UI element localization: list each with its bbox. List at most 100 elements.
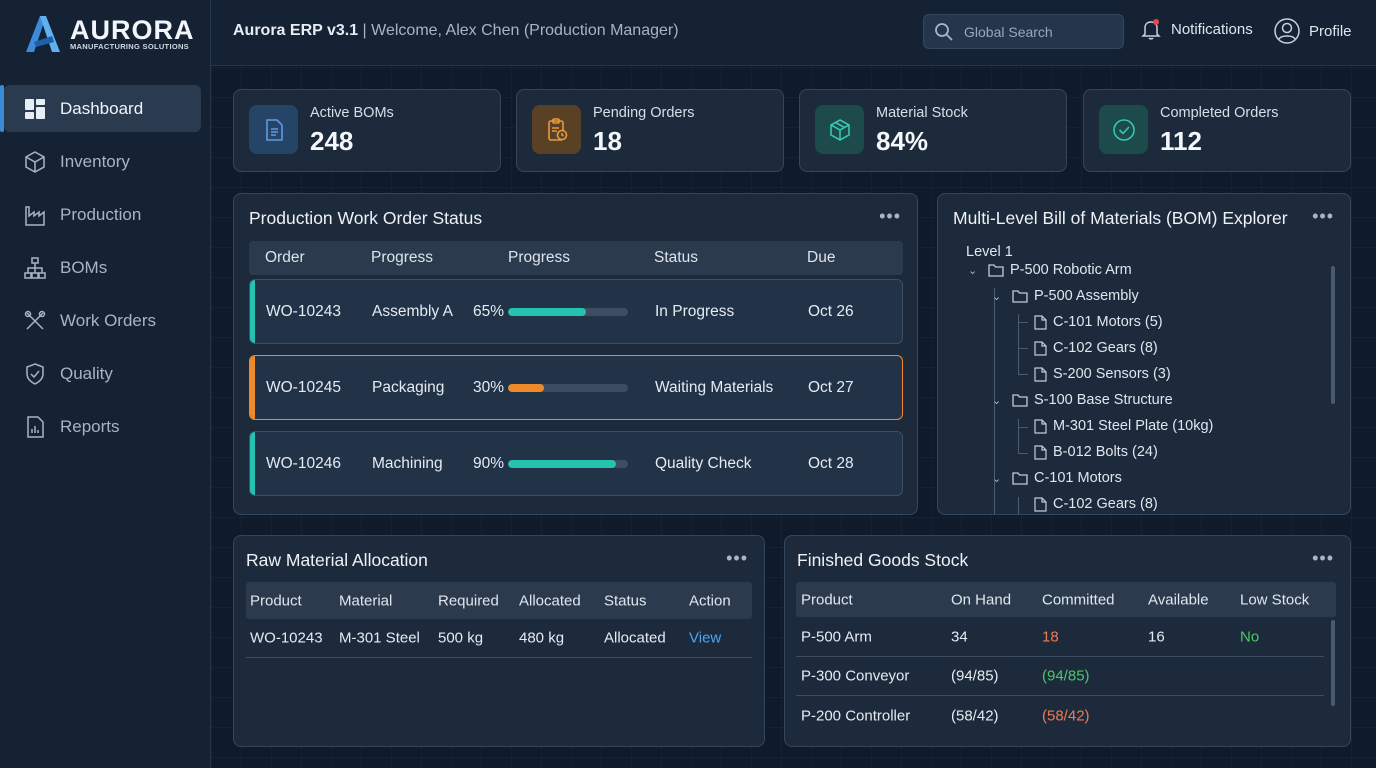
nav-item-quality[interactable]: Quality [4,350,201,397]
order-id: WO-10243 [266,302,341,320]
progress-percent: 65% [473,302,505,320]
tree-node[interactable]: M-301 Steel Plate (10kg) [1034,418,1213,434]
kpi-card-active-boms[interactable]: Active BOMs 248 [233,89,501,172]
nav-item-inventory[interactable]: Inventory [4,138,201,185]
table-row[interactable]: P-500 Arm 34 18 16 No [796,617,1324,657]
global-search[interactable] [923,14,1124,49]
panel-title: Raw Material Allocation [246,550,428,570]
chevron-down-icon[interactable]: ⌄ [968,264,978,277]
tools-icon [24,310,46,330]
app-name: Aurora ERP v3.1 [233,22,359,39]
shield-check-icon [26,362,44,385]
tree-node-label: P-500 Robotic Arm [1010,262,1132,278]
more-menu-icon[interactable]: ••• [1312,548,1334,568]
sidebar-nav: Dashboard Inventory Production BOMs Work… [0,85,211,456]
cell-product: P-300 Conveyor [801,667,910,685]
kpi-card-completed-orders[interactable]: Completed Orders 112 [1083,89,1351,172]
tree-node[interactable]: C-101 Motors (5) [1034,314,1163,330]
table-row[interactable]: P-200 Controller (58/42) (58/42) [796,696,1324,736]
main-content: Active BOMs 248 Pending Orders 18 Materi… [211,67,1376,768]
column-header: Material [339,592,393,609]
column-header: Action [689,592,731,609]
work-order-row[interactable]: WO-10243 Assembly A 65% In Progress Oct … [249,279,903,344]
column-header: Status [604,592,647,609]
cell-committed: 18 [1042,628,1059,645]
cell-committed: (94/85) [1042,667,1090,685]
kpi-label: Completed Orders [1160,105,1279,121]
work-order-row[interactable]: WO-10245 Packaging 30% Waiting Materials… [249,355,903,420]
work-order-row[interactable]: WO-10246 Machining 90% Quality Check Oct… [249,431,903,496]
chevron-down-icon[interactable]: ⌄ [992,290,1002,303]
tree-node-label: C-101 Motors (5) [1053,314,1163,330]
view-link[interactable]: View [689,629,722,647]
panel-title: Multi-Level Bill of Materials (BOM) Expl… [953,208,1288,228]
order-stage: Packaging [372,378,445,396]
tree-node[interactable]: B-012 Bolts (24) [1034,444,1158,460]
scrollbar[interactable] [1331,266,1335,404]
tree-node[interactable]: ⌄ C-101 Motors [992,470,1122,486]
nav-item-dashboard[interactable]: Dashboard [0,85,201,132]
table-row[interactable]: P-300 Conveyor (94/85) (94/85) [796,657,1324,696]
tree-node[interactable]: ⌄ P-500 Assembly [992,288,1139,304]
chevron-down-icon[interactable]: ⌄ [992,472,1002,485]
chevron-down-icon[interactable]: ⌄ [992,394,1002,407]
kpi-value: 112 [1160,126,1202,156]
order-id: WO-10245 [266,378,341,396]
column-header: Required [438,592,499,609]
order-due: Oct 26 [808,302,854,320]
progress-bar-fill [508,459,616,468]
sidebar: AURORA MANUFACTURING SOLUTIONS Dashboard… [0,0,211,768]
cell-product: P-500 Arm [801,628,872,645]
brand-logo[interactable]: AURORA MANUFACTURING SOLUTIONS [22,14,202,54]
tree-node[interactable]: S-200 Sensors (3) [1034,366,1171,382]
nav-item-work-orders[interactable]: Work Orders [4,297,201,344]
work-order-table-header: Order Progress Progress Status Due [249,241,903,275]
tree-node[interactable]: C-102 Gears (8) [1034,496,1158,512]
tree-connector [1018,453,1028,454]
folder-icon [1012,394,1028,407]
tree-connector [1018,427,1028,428]
panel-title: Finished Goods Stock [797,550,969,570]
tree-node-label: M-301 Steel Plate (10kg) [1053,418,1214,434]
progress-percent: 90% [473,454,505,472]
order-due: Oct 28 [808,454,854,472]
scrollbar[interactable] [1331,620,1335,706]
raw-material-table-header: Product Material Required Allocated Stat… [246,582,752,619]
tree-node-label: S-100 Base Structure [1034,392,1173,408]
cell-on-hand: (94/85) [951,667,999,685]
work-order-status-panel: Production Work Order Status ••• Order P… [233,193,918,515]
kpi-card-material-stock[interactable]: Material Stock 84% [799,89,1067,172]
folder-icon [1012,290,1028,303]
tree-connector [1018,497,1019,514]
order-stage: Machining [372,454,443,472]
clipboard-clock-icon [532,105,581,154]
nav-label: BOMs [60,257,108,277]
brand-name: AURORA [70,15,195,45]
panel-title: Production Work Order Status [249,208,483,228]
profile-button[interactable]: Profile [1274,18,1352,44]
column-header: Order [265,249,305,266]
file-icon [1034,314,1047,330]
more-menu-icon[interactable]: ••• [726,548,748,568]
document-icon [249,105,298,154]
search-input[interactable] [964,23,1114,40]
nav-item-boms[interactable]: BOMs [4,244,201,291]
tree-node[interactable]: ⌄ S-100 Base Structure [992,392,1173,408]
column-header: Product [250,592,302,609]
kpi-label: Pending Orders [593,105,695,121]
tree-node[interactable]: ⌄ P-500 Robotic Arm [968,262,1132,278]
tree-node[interactable]: C-102 Gears (8) [1034,340,1158,356]
column-header: Status [654,249,698,266]
kpi-card-pending-orders[interactable]: Pending Orders 18 [516,89,784,172]
bell-icon [1141,19,1161,40]
nav-item-reports[interactable]: Reports [4,403,201,450]
progress-bar [508,383,628,392]
tree-connector [1018,419,1019,454]
more-menu-icon[interactable]: ••• [1312,206,1334,226]
more-menu-icon[interactable]: ••• [879,206,901,226]
nav-label: Inventory [60,151,130,171]
nav-label: Quality [60,363,113,383]
notifications-button[interactable]: Notifications [1140,18,1253,40]
nav-item-production[interactable]: Production [4,191,201,238]
table-row[interactable]: WO-10243 M-301 Steel 500 kg 480 kg Alloc… [246,619,752,658]
